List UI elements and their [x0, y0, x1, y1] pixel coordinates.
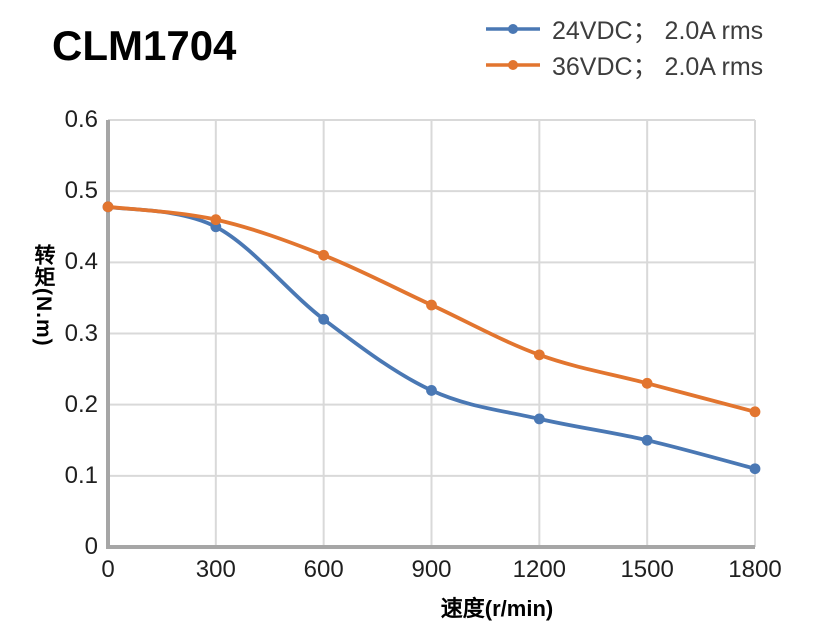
data-point-marker	[641, 434, 653, 446]
y-tick-label: 0.6	[64, 106, 98, 133]
legend-item: 24VDC； 2.0A rms	[484, 14, 764, 45]
legend-line-marker-icon	[486, 60, 540, 70]
y-tick-label: 0.1	[64, 461, 98, 489]
data-point-marker	[749, 406, 761, 418]
data-point-marker	[641, 377, 653, 389]
x-tick-label: 1200	[512, 556, 567, 583]
y-tick-label: 0.2	[64, 390, 98, 418]
x-tick-label: 900	[411, 556, 452, 583]
x-tick-label: 300	[195, 556, 236, 583]
x-axis-title: 速度(r/min)	[440, 596, 554, 621]
x-tick-label: 600	[303, 556, 344, 583]
data-point-marker	[426, 299, 437, 311]
data-point-marker	[210, 214, 222, 226]
legend: 24VDC； 2.0A rms 36VDC； 2.0A rms	[484, 14, 764, 81]
chart-title: CLM1704	[52, 22, 237, 69]
data-point-marker	[318, 249, 330, 261]
y-tick-label: 0.3	[64, 319, 98, 347]
data-point-marker	[102, 201, 114, 213]
x-tick-label: 1800	[728, 556, 782, 583]
y-tick-label: 0.5	[64, 177, 98, 205]
legend-item: 36VDC； 2.0A rms	[484, 50, 764, 81]
data-point-marker	[533, 413, 545, 425]
data-point-marker	[533, 349, 545, 361]
x-tick-label: 0	[101, 556, 115, 583]
x-tick-label: 1500	[620, 556, 674, 583]
legend-label: 24VDC； 2.0A rms	[552, 17, 764, 45]
data-point-marker	[749, 463, 761, 475]
y-tick-label: 0.4	[64, 248, 98, 276]
y-axis-title: 转矩(N.m)	[32, 244, 55, 347]
legend-line-marker-icon	[486, 24, 540, 34]
data-point-marker	[318, 313, 330, 325]
y-tick-label: 0	[84, 533, 98, 560]
data-point-marker	[426, 385, 437, 396]
legend-label: 36VDC； 2.0A rms	[552, 53, 764, 81]
